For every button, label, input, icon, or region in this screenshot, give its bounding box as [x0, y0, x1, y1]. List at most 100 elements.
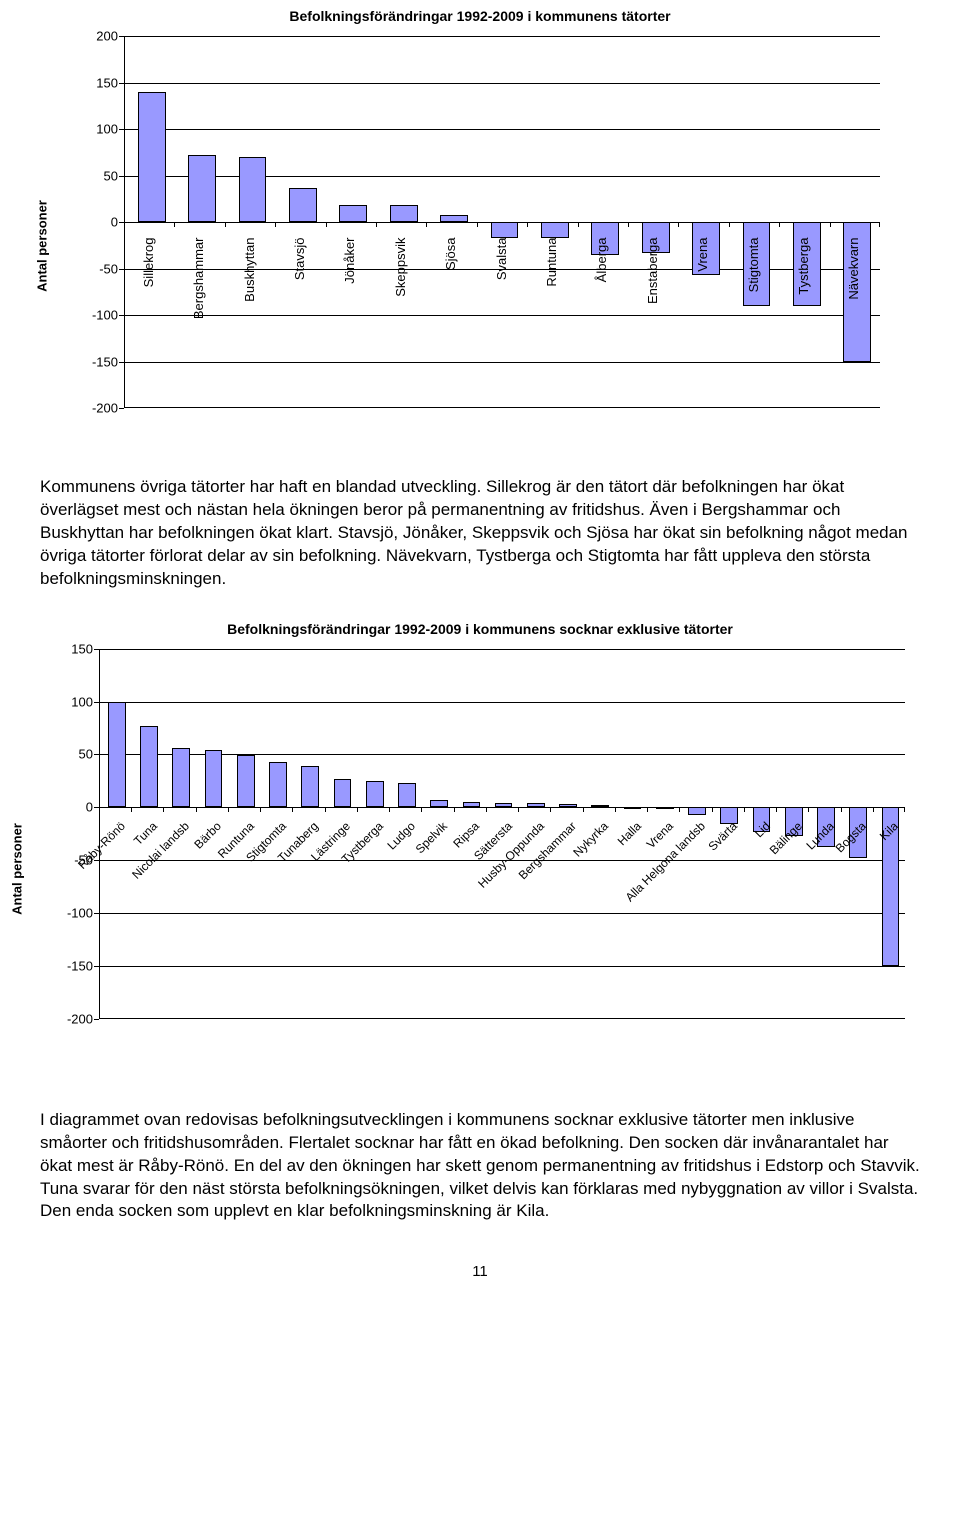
xtick — [712, 807, 713, 812]
category-label: Skeppsvik — [393, 238, 408, 297]
bar — [239, 157, 267, 222]
category-label: Bergshammar — [516, 819, 579, 882]
bar — [108, 702, 126, 808]
gridline — [99, 913, 905, 914]
xtick — [260, 807, 261, 812]
ytick-label: 50 — [104, 168, 124, 183]
xtick — [228, 807, 229, 812]
xtick — [275, 222, 276, 227]
xtick — [830, 222, 831, 227]
chart2: Antal personer -200-150-100-50050100150R… — [45, 649, 915, 1089]
category-label: Bergshammar — [191, 238, 206, 320]
chart1: Antal personer -200-150-100-500501001502… — [70, 36, 890, 456]
bar — [237, 755, 255, 807]
bar — [172, 748, 190, 807]
gridline — [124, 362, 880, 363]
xtick — [486, 807, 487, 812]
xtick — [808, 807, 809, 812]
bar — [440, 215, 468, 222]
category-label: Tystberga — [796, 238, 811, 295]
xtick — [527, 222, 528, 227]
bar — [334, 779, 352, 808]
xtick — [174, 222, 175, 227]
bar — [463, 802, 481, 807]
xtick — [873, 807, 874, 812]
xtick — [729, 222, 730, 227]
bar — [495, 803, 513, 807]
bar — [138, 92, 166, 222]
page-number: 11 — [40, 1263, 920, 1280]
category-label: Halla — [614, 819, 643, 848]
bar — [188, 155, 216, 222]
category-label: Ålberga — [594, 238, 609, 283]
category-label: Spelvik — [413, 819, 450, 856]
bar — [491, 222, 519, 238]
xaxis — [124, 407, 880, 408]
xtick — [879, 222, 880, 227]
xtick — [426, 222, 427, 227]
bar — [541, 222, 569, 238]
xtick — [578, 222, 579, 227]
category-label: Ludgo — [384, 819, 417, 852]
ytick-label: -150 — [92, 354, 124, 369]
gridline — [124, 83, 880, 84]
ytick-label: 100 — [71, 694, 99, 709]
bar — [390, 205, 418, 222]
xtick — [421, 807, 422, 812]
xtick — [550, 807, 551, 812]
chart2-title: Befolkningsförändringar 1992-2009 i komm… — [40, 621, 920, 637]
gridline — [99, 702, 905, 703]
ytick-label: 0 — [86, 800, 99, 815]
paragraph-1: Kommunens övriga tätorter har haft en bl… — [40, 476, 920, 591]
xtick — [628, 222, 629, 227]
bar — [591, 805, 609, 807]
bar — [430, 800, 448, 807]
chart2-ylabel: Antal personer — [10, 823, 25, 915]
xtick — [389, 807, 390, 812]
bar — [559, 804, 577, 807]
xtick — [225, 222, 226, 227]
ytick-label: 0 — [111, 215, 124, 230]
xtick — [326, 222, 327, 227]
xtick — [518, 807, 519, 812]
ytick-label: 50 — [79, 747, 99, 762]
xtick — [779, 222, 780, 227]
chart1-ylabel: Antal personer — [35, 200, 50, 292]
bar — [398, 783, 416, 807]
xtick — [131, 807, 132, 812]
xtick — [292, 807, 293, 812]
ytick-label: -200 — [92, 401, 124, 416]
xtick — [325, 807, 326, 812]
category-label: Runtuna — [544, 238, 559, 287]
bar — [624, 807, 642, 809]
ytick-label: 150 — [71, 641, 99, 656]
xtick — [124, 222, 125, 227]
xtick — [357, 807, 358, 812]
ytick-label: -150 — [67, 958, 99, 973]
bar — [366, 781, 384, 807]
ytick-label: -100 — [67, 905, 99, 920]
category-label: Jönåker — [342, 238, 357, 284]
ytick-label: -50 — [99, 261, 124, 276]
category-label: Stavsjö — [292, 238, 307, 281]
xtick — [196, 807, 197, 812]
ytick-label: 200 — [96, 29, 124, 44]
bar — [527, 803, 545, 807]
xtick — [583, 807, 584, 812]
category-label: Enstaberga — [645, 238, 660, 305]
xtick — [647, 807, 648, 812]
ytick-label: -100 — [92, 308, 124, 323]
bar — [301, 766, 319, 807]
ytick-label: 100 — [96, 122, 124, 137]
xtick — [744, 807, 745, 812]
bar — [269, 762, 287, 807]
bar — [688, 807, 706, 814]
gridline — [99, 649, 905, 650]
bar — [656, 807, 674, 809]
xtick — [163, 807, 164, 812]
category-label: Råby-Rönö — [75, 819, 128, 872]
xtick — [679, 807, 680, 812]
category-label: Nävekvarn — [846, 238, 861, 300]
ytick-label: 150 — [96, 75, 124, 90]
bar — [289, 188, 317, 222]
